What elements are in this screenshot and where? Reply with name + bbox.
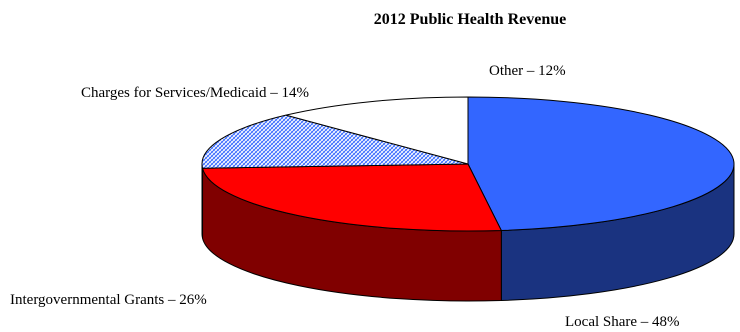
slice-intergovernmental-grants [201, 163, 503, 232]
slice-local-share [467, 96, 735, 231]
slice-label-other: Other – 12% [489, 63, 566, 79]
slice-label-intergovernmental-grants: Intergovernmental Grants – 26% [10, 292, 207, 308]
slice-side-charges-for-services-medicaid [201, 163, 204, 239]
slice-label-local-share: Local Share – 48% [565, 314, 680, 330]
chart-title: 2012 Public Health Revenue [374, 11, 566, 28]
slice-other [285, 96, 469, 165]
slice-label-charges-for-services: Charges for Services/Medicaid – 14% [81, 85, 309, 101]
pie-slices [201, 96, 735, 232]
slice-labels: Local Share – 48% Intergovernmental Gran… [10, 63, 680, 330]
slice-charges-for-services-medicaid [201, 114, 469, 169]
